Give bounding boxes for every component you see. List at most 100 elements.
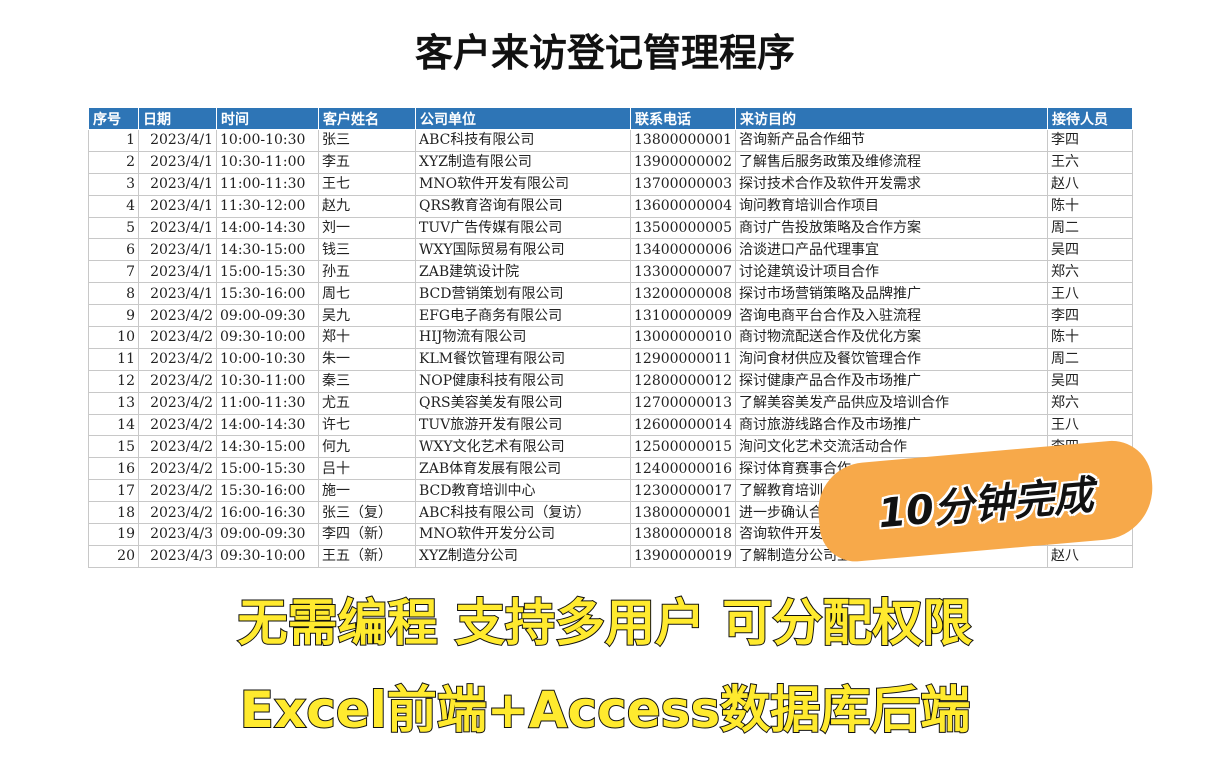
table-cell: 11	[88, 347, 139, 371]
table-cell: 10:00-10:30	[216, 129, 319, 152]
table-row: 1 2023/4/1 10:00-10:30 张三 ABC科技有限公司 138000000…	[88, 129, 1133, 152]
table-cell: WXY文化艺术有限公司	[415, 435, 631, 459]
table-cell: 13500000005	[630, 216, 736, 240]
header-row: 序号 日期 时间 客户姓名 公司单位 联系电话 来访目的 接待人员	[88, 107, 1133, 130]
column-header: 接待人员	[1046, 107, 1133, 130]
table-cell: 10:30-11:00	[216, 369, 319, 393]
table-cell: 14:30-15:00	[216, 238, 319, 262]
table-cell: 13000000010	[630, 326, 736, 349]
table-cell: 吴四	[1046, 369, 1133, 393]
table-cell: 商讨旅游线路合作及市场推广	[734, 413, 1048, 437]
table-cell: 10	[88, 326, 139, 349]
table-cell: 2023/4/3	[138, 544, 217, 568]
table-cell: 18	[88, 501, 139, 525]
table-cell: 13400000006	[630, 238, 736, 262]
table-row: 10 2023/4/2 09:30-10:00 郑十 HIJ物流有限公司 13000000…	[88, 326, 1133, 349]
table-cell: 11:00-11:30	[216, 391, 319, 415]
column-header: 公司单位	[415, 107, 631, 130]
table-cell: 商讨物流配送合作及优化方案	[734, 326, 1048, 349]
table-cell: 李四（新）	[318, 523, 416, 546]
table-cell: BCD营销策划有限公司	[415, 282, 631, 306]
table-cell: 09:00-09:30	[216, 523, 319, 546]
table-cell: 13900000002	[630, 150, 736, 174]
table-row: 14 2023/4/2 14:00-14:30 许七 TUV旅游开发有限公司 126000…	[88, 413, 1133, 437]
table-cell: MNO软件开发有限公司	[415, 172, 631, 196]
column-header: 日期	[138, 107, 217, 130]
table-cell: 吕十	[318, 457, 416, 481]
table-cell: 孙五	[318, 260, 416, 284]
table-cell: 2023/4/2	[138, 457, 217, 481]
table-cell: 12500000015	[630, 435, 736, 459]
table-cell: 2023/4/2	[138, 326, 217, 349]
table-row: 5 2023/4/1 14:00-14:30 刘一 TUV广告传媒有限公司 1350000…	[88, 216, 1133, 240]
table-cell: 陈十	[1046, 194, 1133, 218]
table-cell: 探讨技术合作及软件开发需求	[734, 172, 1048, 196]
table-cell: 8	[88, 282, 139, 306]
table-cell: 11:30-12:00	[216, 194, 319, 218]
table-cell: ZAB体育发展有限公司	[415, 457, 631, 481]
table-cell: 2023/4/2	[138, 391, 217, 415]
table-cell: 15:30-16:00	[216, 282, 319, 306]
table-cell: 王七	[318, 172, 416, 196]
table-cell: MNO软件开发分公司	[415, 523, 631, 546]
table-cell: 2023/4/2	[138, 347, 217, 371]
table-cell: 李四	[1046, 129, 1133, 152]
table-cell: 13800000001	[630, 129, 736, 152]
table-cell: 吴四	[1046, 238, 1133, 262]
column-header: 客户姓名	[318, 107, 416, 130]
table-cell: TUV广告传媒有限公司	[415, 216, 631, 240]
table-cell: 张三	[318, 129, 416, 152]
table-cell: 洵问文化艺术交流活动合作	[734, 435, 1048, 459]
table-cell: 询问教育培训合作项目	[734, 194, 1048, 218]
table-cell: 2023/4/1	[138, 150, 217, 174]
table-cell: 2	[88, 150, 139, 174]
table-cell: 12400000016	[630, 457, 736, 481]
table-cell: 13800000001	[630, 501, 736, 525]
table-cell: 李五	[318, 150, 416, 174]
table-cell: 洵问食材供应及餐饮管理合作	[734, 347, 1048, 371]
table-cell: 19	[88, 523, 139, 546]
table-row: 6 2023/4/1 14:30-15:00 钱三 WXY国际贸易有限公司 1340000…	[88, 238, 1133, 262]
table-cell: 陈十	[1046, 326, 1133, 349]
table-cell: 15:00-15:30	[216, 260, 319, 284]
table-cell: 周七	[318, 282, 416, 306]
table-cell: 17	[88, 479, 139, 503]
table-cell: QRS美容美发有限公司	[415, 391, 631, 415]
table-cell: 2023/4/1	[138, 282, 217, 306]
table-cell: 2023/4/2	[138, 369, 217, 393]
table-cell: 刘一	[318, 216, 416, 240]
table-cell: 2023/4/3	[138, 523, 217, 546]
table-cell: 朱一	[318, 347, 416, 371]
table-cell: 20	[88, 544, 139, 568]
table-cell: 13600000004	[630, 194, 736, 218]
table-cell: 12800000012	[630, 369, 736, 393]
table-cell: 吴九	[318, 304, 416, 328]
table-cell: 14:00-14:30	[216, 216, 319, 240]
column-header: 时间	[216, 107, 319, 130]
table-cell: 12	[88, 369, 139, 393]
table-cell: 李四	[1046, 304, 1133, 328]
table-cell: 15:00-15:30	[216, 457, 319, 481]
table-cell: 10:30-11:00	[216, 150, 319, 174]
table-cell: 郑六	[1046, 391, 1133, 415]
table-cell: 3	[88, 172, 139, 196]
table-cell: 5	[88, 216, 139, 240]
table-cell: 讨论建筑设计项目合作	[734, 260, 1048, 284]
table-cell: KLM餐饮管理有限公司	[415, 347, 631, 371]
table-cell: NOP健康科技有限公司	[415, 369, 631, 393]
table-cell: 2023/4/1	[138, 238, 217, 262]
table-cell: 12300000017	[630, 479, 736, 503]
table-cell: XYZ制造有限公司	[415, 150, 631, 174]
table-cell: 探讨健康产品合作及市场推广	[734, 369, 1048, 393]
table-cell: ZAB建筑设计院	[415, 260, 631, 284]
table-cell: 7	[88, 260, 139, 284]
table-cell: 王八	[1046, 413, 1133, 437]
table-cell: 12900000011	[630, 347, 736, 371]
table-cell: 09:00-09:30	[216, 304, 319, 328]
table-cell: 2023/4/2	[138, 501, 217, 525]
table-cell: 王六	[1046, 150, 1133, 174]
table-cell: 尤五	[318, 391, 416, 415]
table-cell: QRS教育咨询有限公司	[415, 194, 631, 218]
table-row: 4 2023/4/1 11:30-12:00 赵九 QRS教育咨询有限公司 1360000…	[88, 194, 1133, 218]
slogan: 无需编程 支持多用户 可分配权限	[237, 593, 974, 653]
